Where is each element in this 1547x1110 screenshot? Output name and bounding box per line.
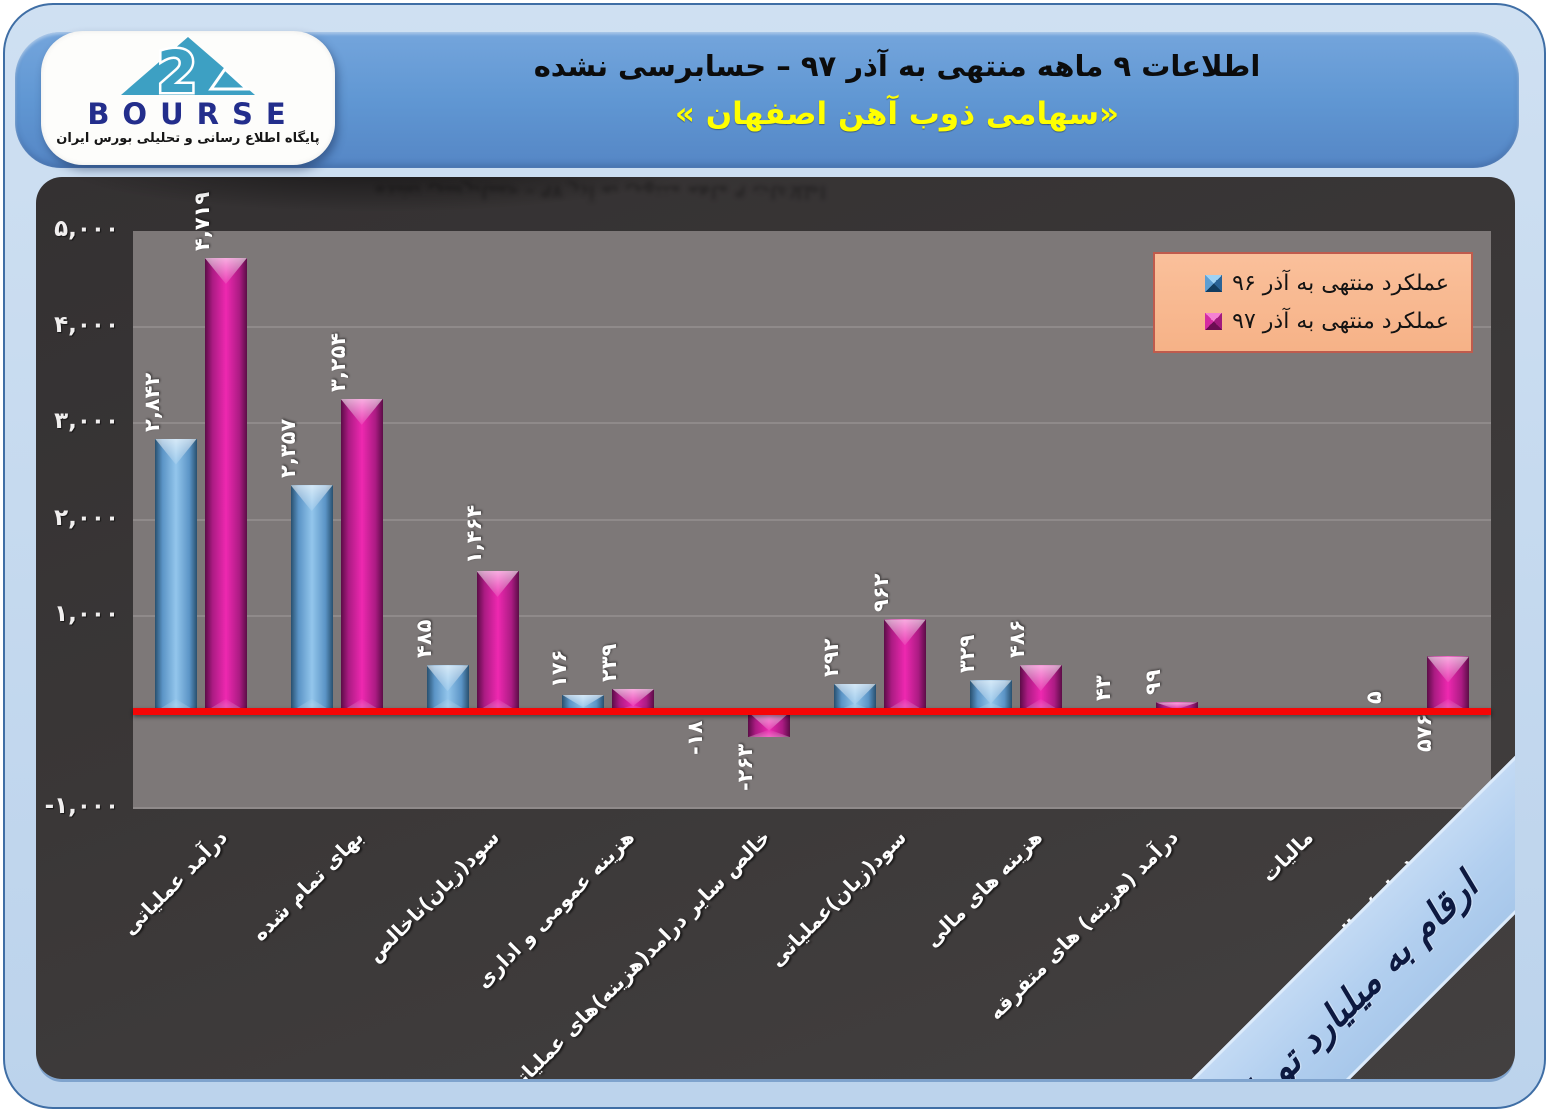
bar-value-label: ۱۷۶ xyxy=(547,649,572,688)
logo-brand-text: BOURSE xyxy=(87,97,299,131)
category-label: درآمد (هزینه) های متفرقه xyxy=(982,825,1183,1025)
bar-value-label: ۲۳۹ xyxy=(597,643,622,682)
bar-value-label: ۹۶۲ xyxy=(868,573,893,613)
bar-97 xyxy=(204,258,247,712)
bar-top-bevel xyxy=(833,683,876,705)
bar-top-bevel xyxy=(426,665,469,692)
bar-chart: اطلاعات ۹ ماهه منتهی به آذر ۹۷ – حسابرسی… xyxy=(36,177,1515,1079)
gridline xyxy=(133,518,1491,521)
bar-top-bevel xyxy=(476,571,519,598)
bar-top-bevel xyxy=(154,438,197,465)
bar-97 xyxy=(1019,665,1062,712)
legend-marker-97-icon xyxy=(1205,313,1223,330)
bar-top-bevel xyxy=(204,258,247,285)
svg-text:2: 2 xyxy=(157,38,197,101)
page-title: اطلاعات ۹ ماهه منتهی به آذر ۹۷ – حسابرسی… xyxy=(533,49,1261,83)
bar-value-label: ۴۸۶ xyxy=(1004,619,1029,659)
bar-value-label: ۵ xyxy=(1362,691,1387,705)
bar-top-bevel xyxy=(612,688,655,707)
y-tick-label: -۱,۰۰۰ xyxy=(44,793,119,819)
bar-top-bevel xyxy=(562,694,605,708)
zero-axis-line xyxy=(133,708,1491,716)
legend-item-96: عملکرد منتهی به آذر ۹۶ xyxy=(1163,271,1449,296)
y-tick-label: ۲,۰۰۰ xyxy=(54,504,119,531)
bar-value-label: ۳,۲۵۴ xyxy=(325,332,350,392)
category-label: درآمد عملیاتی xyxy=(117,825,232,940)
bar-bottom-bevel xyxy=(833,703,876,712)
bar-bottom-bevel xyxy=(969,702,1012,712)
bar-96 xyxy=(426,665,469,712)
category-label: سود(زیان)عملیاتی xyxy=(764,825,911,972)
bar-value-label: -۱۸ xyxy=(683,720,708,755)
bar-top-bevel xyxy=(1019,665,1062,692)
bourse24-logo-icon: 2 xyxy=(121,36,255,101)
bar-bottom-bevel xyxy=(748,729,791,738)
category-label: بهای تمام شده xyxy=(247,825,368,946)
bar-97 xyxy=(883,619,926,712)
bar-top-bevel xyxy=(1155,702,1198,710)
bar-96 xyxy=(154,438,197,712)
bar-97 xyxy=(1427,656,1470,712)
page-subtitle: «سهامی ذوب آهن اصفهان » xyxy=(674,96,1120,132)
bourse24-logo: 2 BOURSE پایگاه اطلاع رسانی و تحلیلی بور… xyxy=(41,31,335,165)
bar-value-label: ۲,۳۵۷ xyxy=(275,418,300,479)
logo-tagline: پایگاه اطلاع رسانی و تحلیلی بورس ایران xyxy=(56,131,320,146)
bar-top-bevel xyxy=(883,619,926,646)
bar-97 xyxy=(748,711,791,738)
legend-label-97: عملکرد منتهی به آذر ۹۷ xyxy=(1232,309,1449,334)
bar-top-bevel xyxy=(969,680,1012,704)
legend-item-97: عملکرد منتهی به آذر ۹۷ xyxy=(1163,309,1449,334)
gridline xyxy=(133,614,1491,617)
bar-value-label: ۲۹۲ xyxy=(818,638,843,677)
gridline xyxy=(133,326,1491,329)
category-label: هزینه های مالی xyxy=(919,825,1047,952)
category-label: سود(زیان)ناخالص xyxy=(361,825,504,967)
ghost-reflection-text: اطلاعات ۹ ماهه منتهی به آذر ۹۷ – حسابرسی… xyxy=(374,181,826,202)
bar-value-label: ۴۳ xyxy=(1090,675,1115,701)
bar-97 xyxy=(476,571,519,712)
y-tick-label: ۱,۰۰۰ xyxy=(54,600,119,627)
bar-96 xyxy=(969,680,1012,712)
page-panel: اطلاعات ۹ ماهه منتهی به آذر ۹۷ – حسابرسی… xyxy=(3,3,1546,1109)
gridline xyxy=(133,807,1491,809)
bar-96 xyxy=(833,683,876,712)
header-texts: اطلاعات ۹ ماهه منتهی به آذر ۹۷ – حسابرسی… xyxy=(345,32,1449,168)
gridline xyxy=(133,422,1491,425)
bar-97 xyxy=(340,398,383,712)
bar-value-label: ۱,۴۶۴ xyxy=(461,504,486,565)
bar-top-bevel xyxy=(340,398,383,425)
category-label: خالص سایر درامد(هزینه)های عملیاتی xyxy=(497,825,776,1079)
bar-top-bevel xyxy=(1427,656,1470,683)
bar-value-label: -۲۶۳ xyxy=(733,743,758,792)
bar-value-label: ۳۲۹ xyxy=(954,634,979,674)
bar-value-label: ۵۷۶ xyxy=(1412,713,1437,752)
bar-value-label: ۴۸۵ xyxy=(411,619,436,659)
legend-marker-96-icon xyxy=(1205,275,1223,292)
bar-96 xyxy=(290,485,333,712)
bar-value-label: ۲,۸۴۲ xyxy=(139,372,164,432)
category-label: هزینه عمومی و اداری xyxy=(471,825,640,993)
bar-value-label: ۹۹ xyxy=(1140,669,1165,696)
bar-top-bevel xyxy=(290,485,333,512)
y-tick-label: ۳,۰۰۰ xyxy=(54,408,119,435)
chart-legend: عملکرد منتهی به آذر ۹۶ عملکرد منتهی به آ… xyxy=(1153,252,1473,353)
chart-top-shadow xyxy=(56,177,896,233)
y-tick-label: ۴,۰۰۰ xyxy=(54,312,119,339)
legend-label-96: عملکرد منتهی به آذر ۹۶ xyxy=(1232,271,1449,296)
